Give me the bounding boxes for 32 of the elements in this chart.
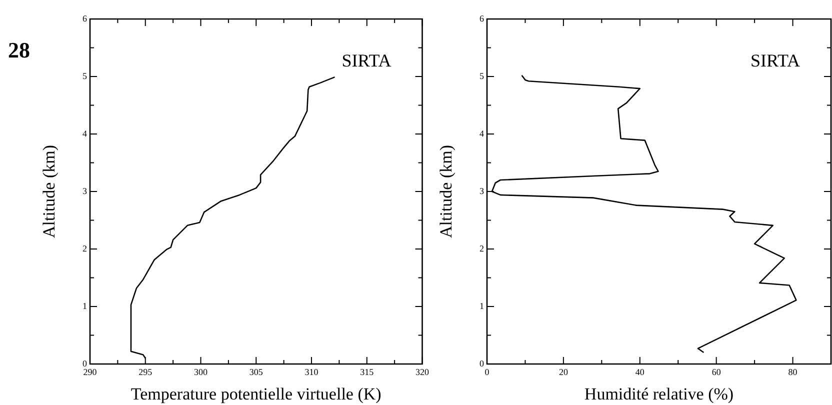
x-axis-title: Humidité relative (%)	[584, 384, 734, 404]
y-tick-label: 1	[480, 300, 484, 311]
x-tick-label: 300	[194, 366, 208, 377]
annotation: SIRTA	[342, 50, 392, 71]
x-tick-label: 310	[304, 366, 319, 377]
y-tick-label: 6	[82, 13, 88, 24]
y-tick-label: 3	[82, 186, 88, 196]
y-tick-label: 6	[480, 13, 484, 24]
x-tick-label: 40	[635, 366, 645, 377]
y-tick-label: 0	[480, 358, 484, 368]
y-tick-label: 0	[82, 358, 88, 368]
y-tick-label: 5	[480, 70, 484, 81]
x-tick-label: 60	[712, 366, 722, 377]
y-tick-label: 2	[480, 243, 484, 254]
y-tick-label: 5	[82, 70, 88, 81]
x-tick-label: 320	[416, 366, 430, 377]
y-axis-title: Altitude (km)	[436, 144, 456, 238]
x-tick-label: 295	[138, 366, 153, 377]
x-tick-label: 80	[788, 366, 798, 377]
x-tick-label: 290	[83, 366, 98, 377]
y-tick-label: 2	[82, 243, 87, 254]
y-tick-label: 4	[480, 128, 484, 138]
x-axis-title: Temperature potentielle virtuelle (K)	[130, 384, 382, 404]
y-tick-label: 3	[480, 186, 484, 196]
y-axis-title: Altitude (km)	[40, 144, 59, 238]
y-tick-label: 1	[82, 300, 87, 311]
annotation: SIRTA	[750, 50, 800, 71]
y-tick-label: 4	[82, 128, 88, 138]
x-tick-label: 20	[558, 366, 568, 377]
x-tick-label: 305	[249, 366, 264, 377]
text: 28	[8, 38, 30, 63]
x-tick-label: 315	[360, 366, 374, 377]
